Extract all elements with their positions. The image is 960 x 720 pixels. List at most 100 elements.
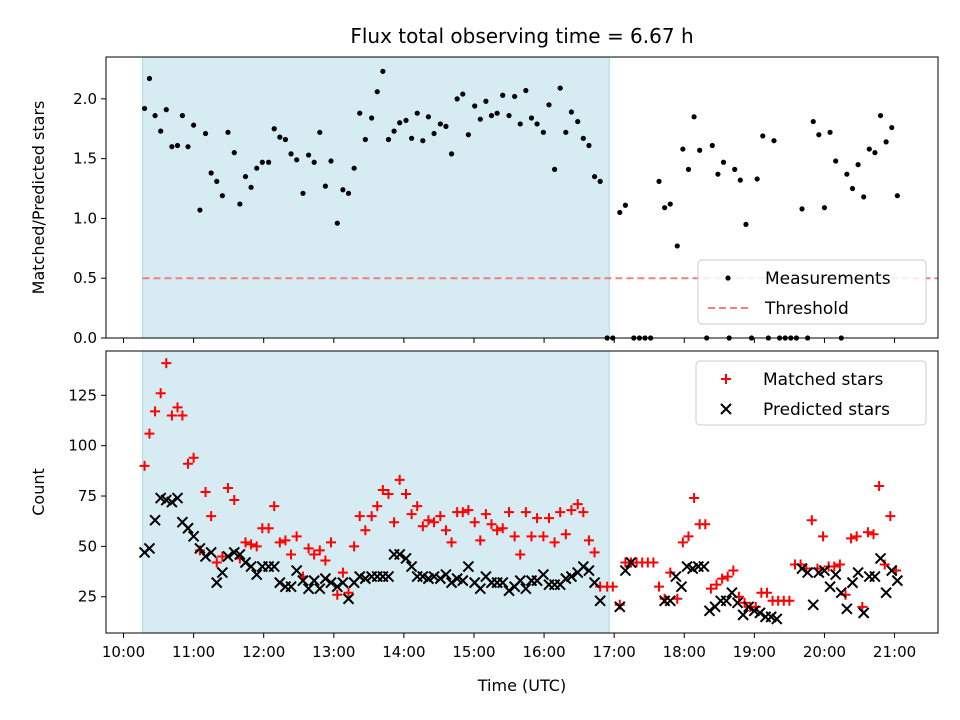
x-tick-label: 14:00 xyxy=(382,643,425,661)
data-point xyxy=(297,574,309,587)
data-point xyxy=(883,139,889,145)
x-tick-label: 18:00 xyxy=(663,643,706,661)
data-point xyxy=(343,587,354,598)
data-point xyxy=(206,511,217,522)
data-point xyxy=(572,499,583,510)
y-tick-label: 2.0 xyxy=(73,90,97,108)
data-point xyxy=(810,118,816,125)
x-tick-label: 19:00 xyxy=(733,643,776,661)
data-point xyxy=(150,406,161,417)
data-point xyxy=(332,589,343,600)
data-point xyxy=(512,93,518,100)
data-point xyxy=(691,114,697,120)
data-point xyxy=(500,92,506,98)
data-point xyxy=(291,531,302,542)
data-point xyxy=(393,548,406,561)
axes-frame xyxy=(105,350,939,634)
data-point xyxy=(862,527,873,538)
data-point xyxy=(583,535,594,546)
legend-marker xyxy=(725,275,731,281)
data-point xyxy=(761,587,772,598)
data-point xyxy=(861,194,867,200)
data-point xyxy=(857,607,870,619)
legend-marker xyxy=(721,374,731,384)
data-point xyxy=(846,576,859,589)
observing-interval-shade xyxy=(141,56,610,339)
data-point xyxy=(614,601,626,613)
data-point xyxy=(851,531,862,542)
data-point xyxy=(462,560,475,573)
data-point xyxy=(683,531,694,542)
data-point xyxy=(325,576,337,589)
data-point xyxy=(146,75,153,82)
axes-frame xyxy=(105,56,939,339)
data-point xyxy=(248,184,254,190)
data-point xyxy=(796,562,808,575)
y-tick-label: 125 xyxy=(68,386,97,404)
data-point xyxy=(543,513,554,524)
data-point xyxy=(434,572,447,585)
data-point xyxy=(457,507,468,518)
data-point xyxy=(577,560,590,573)
data-point xyxy=(250,568,263,581)
data-point xyxy=(374,89,380,95)
data-point xyxy=(314,582,326,595)
data-point xyxy=(726,587,738,599)
data-point xyxy=(141,105,148,112)
data-point xyxy=(799,206,805,212)
data-point xyxy=(497,576,509,589)
data-point xyxy=(818,564,831,577)
x-tick-label: 20:00 xyxy=(803,643,846,661)
data-point xyxy=(835,587,847,599)
data-point xyxy=(448,151,455,157)
x-tick-label: 13:00 xyxy=(312,643,355,661)
chart-title: Flux total observing time = 6.67 h xyxy=(350,24,693,48)
data-point xyxy=(743,221,749,228)
data-point xyxy=(583,564,595,577)
data-point xyxy=(360,525,371,536)
data-point xyxy=(428,570,440,583)
data-point xyxy=(483,98,489,104)
y-axis-label: Matched/Predicted stars xyxy=(29,101,48,295)
observing-interval-shade xyxy=(141,350,610,634)
data-point xyxy=(277,134,283,140)
data-point xyxy=(177,410,188,421)
legend-label: Measurements xyxy=(765,269,891,289)
data-point xyxy=(174,142,181,149)
data-point xyxy=(179,112,186,119)
data-point xyxy=(580,135,586,141)
data-point xyxy=(163,107,169,113)
data-point xyxy=(345,190,352,196)
data-point xyxy=(520,507,531,518)
data-point xyxy=(709,142,715,149)
data-point xyxy=(337,567,348,578)
data-point xyxy=(557,85,563,91)
data-point xyxy=(266,159,272,165)
data-point xyxy=(406,509,417,520)
data-point xyxy=(877,112,884,119)
data-point xyxy=(754,176,760,182)
x-axis-label: Time (UTC) xyxy=(477,676,566,695)
data-point xyxy=(429,517,440,528)
data-point xyxy=(689,493,700,504)
data-point xyxy=(833,158,839,164)
data-point xyxy=(225,129,231,135)
data-point xyxy=(841,603,853,615)
data-point xyxy=(372,501,383,512)
data-point xyxy=(169,144,175,150)
data-point xyxy=(480,509,491,520)
y-tick-label: 50 xyxy=(78,537,97,555)
data-point xyxy=(685,166,692,172)
data-point xyxy=(161,358,172,369)
data-point xyxy=(771,138,777,144)
data-point xyxy=(211,576,223,589)
data-point xyxy=(166,410,177,421)
data-point xyxy=(654,581,665,592)
data-point xyxy=(202,130,209,137)
data-point xyxy=(700,519,711,530)
data-point xyxy=(314,545,325,556)
data-point xyxy=(417,521,428,532)
data-point xyxy=(829,568,842,581)
data-point xyxy=(703,605,716,617)
